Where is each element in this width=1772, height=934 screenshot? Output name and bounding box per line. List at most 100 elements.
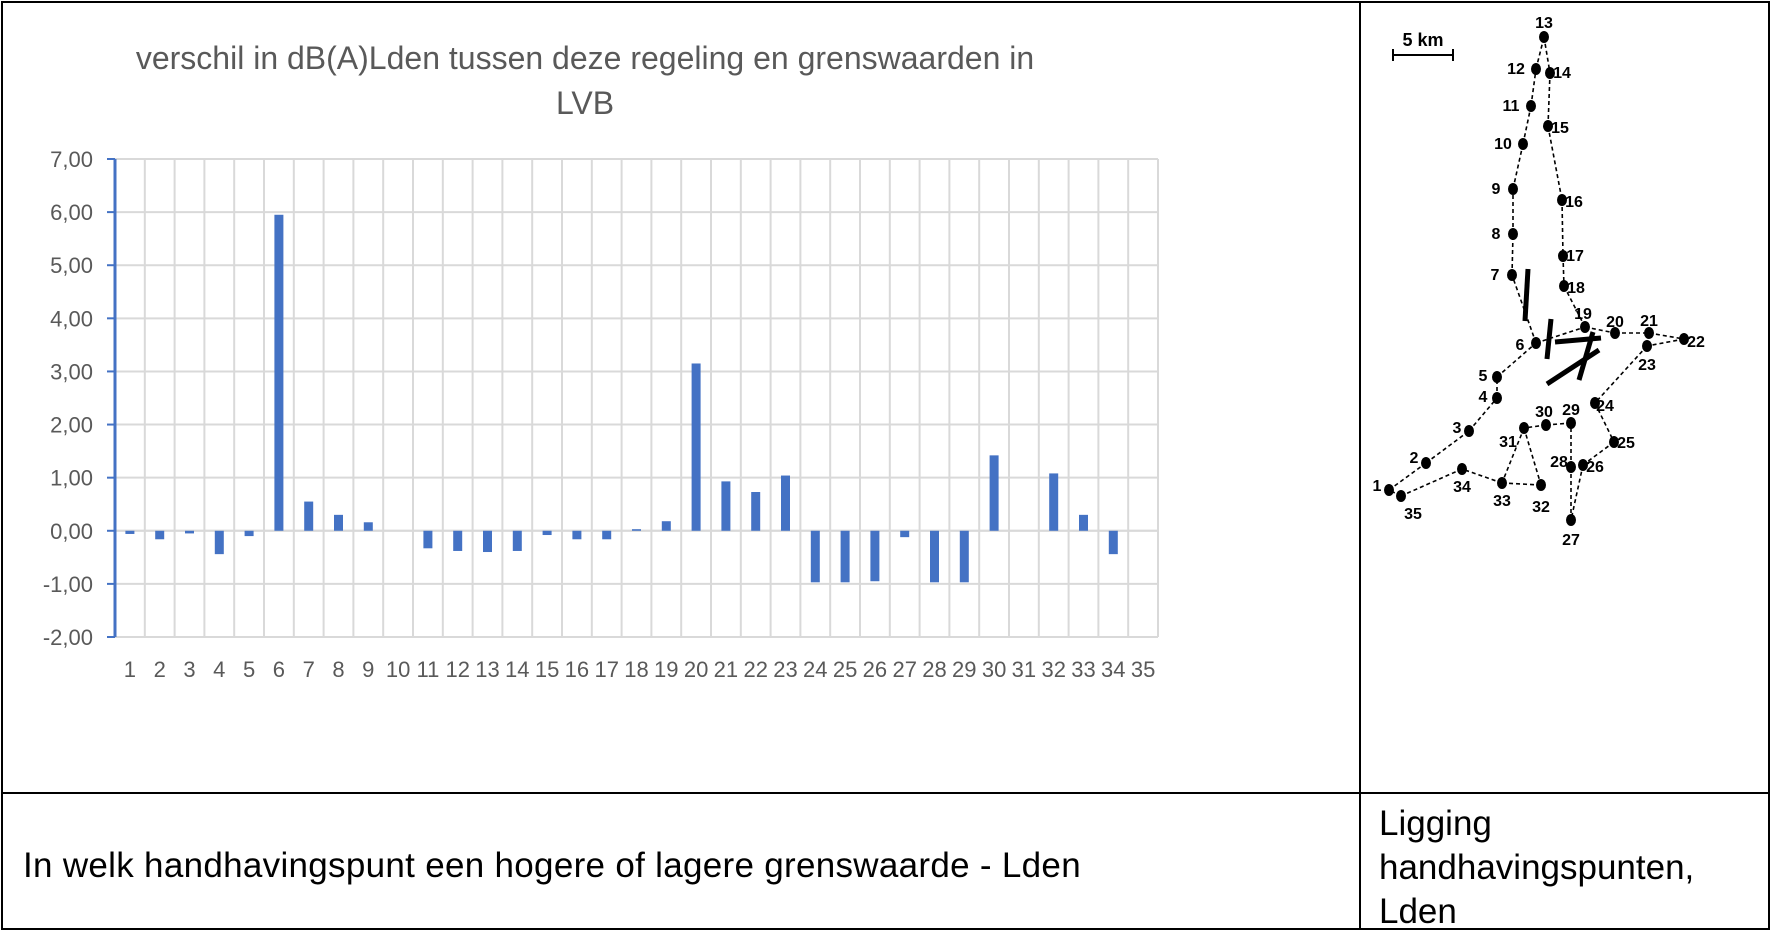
point-marker-24 (1590, 397, 1600, 409)
bar-26 (870, 530, 880, 582)
route-segment (1594, 345, 1648, 404)
point-label-3: 3 (1453, 420, 1462, 437)
x-tick-label: 14 (505, 657, 529, 682)
x-tick-label: 19 (654, 657, 678, 682)
bar-18 (632, 529, 641, 531)
point-label-31: 31 (1499, 434, 1517, 451)
point-label-18: 18 (1567, 280, 1585, 297)
point-label-28: 28 (1550, 454, 1568, 471)
x-tick-label: 15 (535, 657, 559, 682)
point-label-16: 16 (1565, 194, 1583, 211)
chart-title-line-1: verschil in dB(A)Lden tussen deze regeli… (136, 40, 1034, 76)
point-marker-35 (1396, 490, 1406, 502)
x-tick-label: 26 (863, 657, 887, 682)
point-marker-19 (1580, 321, 1590, 333)
x-tick-label: 9 (362, 657, 374, 682)
point-marker-4 (1492, 392, 1502, 404)
point-label-35: 35 (1404, 506, 1422, 523)
point-label-2: 2 (1410, 450, 1419, 467)
x-tick-label: 34 (1101, 657, 1125, 682)
route-segment (1496, 342, 1537, 378)
x-tick-label: 2 (154, 657, 166, 682)
point-marker-14 (1545, 67, 1555, 79)
bar-32 (1049, 473, 1059, 531)
point-marker-28 (1566, 461, 1576, 473)
point-marker-27 (1566, 514, 1576, 526)
route-segment (1570, 464, 1584, 521)
route-segment (1535, 36, 1545, 70)
point-label-7: 7 (1491, 267, 1500, 284)
x-tick-label: 5 (243, 657, 255, 682)
point-label-32: 32 (1532, 499, 1550, 516)
route-segment (1535, 326, 1586, 344)
point-label-19: 19 (1574, 306, 1592, 323)
bar-12 (453, 530, 463, 551)
point-label-24: 24 (1596, 398, 1614, 415)
route-segment (1561, 199, 1564, 257)
bar-28 (930, 530, 939, 583)
point-label-4: 4 (1479, 389, 1488, 406)
point-label-13: 13 (1535, 15, 1553, 32)
y-tick-label: 3,00 (50, 359, 93, 384)
bar-33 (1079, 514, 1088, 531)
point-label-29: 29 (1562, 402, 1580, 419)
bars (125, 214, 1118, 583)
bar-14 (512, 530, 522, 551)
point-label-34: 34 (1453, 479, 1471, 496)
route-segment (1468, 397, 1498, 432)
map-caption-line-1: Ligging (1379, 804, 1492, 843)
point-marker-17 (1558, 250, 1568, 262)
x-tick-label: 28 (922, 657, 946, 682)
point-label-20: 20 (1606, 314, 1624, 331)
x-tick-label: 20 (684, 657, 708, 682)
bar-30 (989, 455, 999, 531)
bar-6 (274, 214, 284, 531)
point-label-5: 5 (1479, 368, 1488, 385)
bar-11 (423, 530, 433, 549)
chart-title-line-2: LVB (556, 85, 614, 121)
point-label-14: 14 (1553, 65, 1571, 82)
x-tick-label: 22 (743, 657, 767, 682)
bar-27 (900, 530, 910, 538)
runways (1522, 268, 1602, 387)
route-segment (1563, 285, 1586, 328)
bar-3 (185, 530, 194, 534)
map-caption-line-2: handhavingspunten, (1379, 848, 1695, 887)
x-tick-label: 4 (213, 657, 225, 682)
bar-20 (691, 363, 701, 531)
x-tick-label: 16 (565, 657, 589, 682)
point-marker-2 (1421, 457, 1431, 469)
point-marker-5 (1492, 371, 1502, 383)
bar-24 (810, 530, 820, 583)
x-tick-label: 7 (303, 657, 315, 682)
point-marker-13 (1539, 31, 1549, 43)
route-segment (1562, 255, 1565, 287)
bar-16 (572, 530, 582, 540)
route-segment (1547, 72, 1551, 127)
y-tick-label: 1,00 (50, 466, 93, 491)
point-marker-23 (1642, 340, 1652, 352)
bar-9 (363, 522, 373, 531)
y-tick-label: 7,00 (50, 147, 93, 172)
point-marker-15 (1543, 120, 1553, 132)
route-segment (1530, 68, 1537, 107)
x-tick-label: 8 (332, 657, 344, 682)
x-tick-label: 10 (386, 657, 410, 682)
x-tick-label: 31 (1012, 657, 1036, 682)
route-segment (1646, 338, 1685, 347)
route-segment (1512, 143, 1524, 190)
point-marker-29 (1566, 417, 1576, 429)
bar-13 (483, 530, 492, 553)
x-tick-label: 11 (416, 657, 439, 682)
y-tick-labels: -2,00 -1,00 0,00 1,00 2,00 3,00 4,00 5,00 6,00 7,… (43, 147, 93, 650)
point-marker-16 (1557, 194, 1567, 206)
route-lines (1388, 36, 1685, 521)
x-tick-label: 12 (445, 657, 469, 682)
point-label-15: 15 (1551, 120, 1569, 137)
point-marker-6 (1531, 337, 1541, 349)
x-tick-label: 33 (1071, 657, 1095, 682)
x-tick-labels: 1 2 3 4 5 6 7 8 9 10 11 12 13 14 15 16 17 18 19 20 21 22 23 24 2… (124, 657, 1156, 682)
scale-bar: 5 km (1392, 30, 1454, 61)
